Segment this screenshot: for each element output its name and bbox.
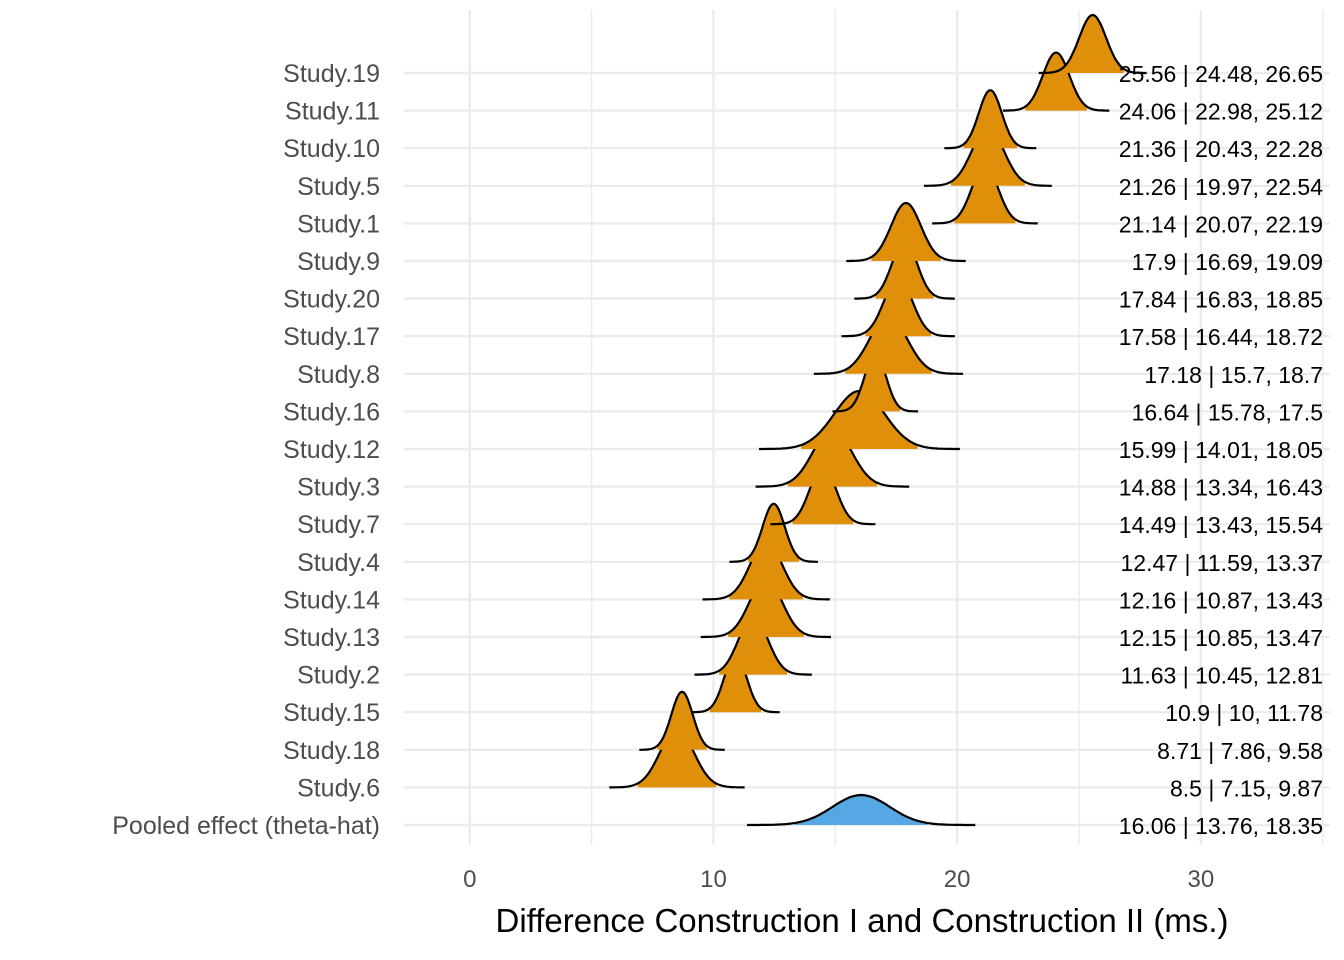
estimate-label: 8.71 | 7.86, 9.58 [1157, 738, 1323, 764]
estimate-label: 11.63 | 10.45, 12.81 [1121, 663, 1324, 689]
estimate-label: 24.06 | 22.98, 25.12 [1119, 99, 1323, 125]
study-density [944, 89, 1037, 150]
density-fill [875, 240, 934, 299]
density-fill [657, 691, 707, 750]
density-fill [871, 203, 941, 261]
study-density [639, 690, 725, 751]
y-tick-label: Study.7 [297, 511, 380, 539]
density-fill [950, 127, 1025, 186]
density-fill [850, 353, 901, 412]
y-tick-label: Study.9 [297, 248, 380, 276]
estimate-label: 17.58 | 16.44, 18.72 [1119, 324, 1323, 350]
estimate-label: 16.64 | 15.78, 17.5 [1132, 399, 1323, 425]
estimate-label: 10.9 | 10, 11.78 [1165, 700, 1323, 726]
x-axis-ticks: 0 10 20 30 [463, 866, 1214, 893]
study-density [1038, 13, 1147, 75]
density-outline [1002, 51, 1110, 112]
estimate-label: 25.56 | 24.48, 26.65 [1119, 61, 1323, 87]
density-outline [747, 793, 976, 827]
y-tick-label: Study.15 [283, 699, 380, 727]
estimate-label: 21.36 | 20.43, 22.28 [1119, 136, 1323, 162]
estimate-label: 14.49 | 13.43, 15.54 [1119, 512, 1323, 538]
estimate-label: 8.5 | 7.15, 9.87 [1170, 775, 1323, 801]
y-tick-label: Pooled effect (theta-hat) [112, 812, 380, 840]
density-fill [963, 90, 1017, 149]
estimate-label: 21.26 | 19.97, 22.54 [1119, 174, 1323, 200]
estimate-label: 12.15 | 10.85, 13.47 [1119, 625, 1323, 651]
density-fill [748, 503, 800, 562]
y-tick-label: Study.10 [283, 135, 380, 163]
y-tick-label: Study.14 [283, 586, 380, 614]
estimate-label: 17.9 | 16.69, 19.09 [1132, 249, 1323, 275]
study-density [846, 201, 966, 263]
x-tick-label: 0 [463, 866, 476, 893]
y-tick-label: Study.16 [283, 398, 380, 426]
density-outline [944, 89, 1037, 150]
density-outline [846, 201, 966, 263]
pooled-density [747, 793, 976, 827]
estimate-label: 17.84 | 16.83, 18.85 [1119, 287, 1323, 313]
estimate-annotations: 25.56 | 24.48, 26.65 24.06 | 22.98, 25.12… [1119, 61, 1323, 839]
density-fill [728, 579, 804, 637]
density-fill [801, 391, 918, 449]
density-fill [954, 165, 1016, 224]
estimate-label: 14.88 | 13.34, 16.43 [1119, 475, 1323, 501]
estimate-label: 12.47 | 11.59, 13.37 [1121, 550, 1324, 576]
y-tick-label: Study.17 [283, 323, 380, 351]
y-tick-label: Study.8 [297, 361, 380, 389]
estimate-label: 15.99 | 14.01, 18.05 [1119, 437, 1323, 463]
x-tick-label: 20 [944, 866, 971, 893]
estimate-label: 12.16 | 10.87, 13.43 [1119, 587, 1323, 613]
density-ridges [609, 13, 1147, 827]
y-tick-label: Study.6 [297, 774, 380, 802]
density-fill [792, 466, 854, 525]
study-density [729, 502, 818, 563]
x-tick-label: 10 [700, 866, 727, 893]
estimate-label: 16.06 | 13.76, 18.35 [1119, 813, 1323, 839]
y-tick-label: Study.12 [283, 436, 380, 464]
x-tick-label: 30 [1187, 866, 1214, 893]
y-tick-label: Study.11 [285, 98, 380, 126]
y-tick-label: Study.13 [283, 624, 380, 652]
y-tick-label: Study.3 [297, 474, 380, 502]
density-outline [729, 502, 818, 563]
y-tick-label: Study.19 [283, 60, 380, 88]
density-fill [795, 795, 928, 825]
density-fill [637, 729, 717, 788]
y-axis-labels: Study.19 Study.11 Study.10 Study.5 Study.1 St… [112, 60, 380, 840]
y-tick-label: Study.2 [297, 662, 380, 690]
study-density [1002, 51, 1110, 112]
density-fill [787, 428, 877, 487]
density-fill [845, 315, 932, 374]
density-fill [729, 541, 803, 600]
x-axis-title: Difference Construction I and Constructi… [495, 902, 1228, 939]
estimate-label: 21.14 | 20.07, 22.19 [1119, 211, 1323, 237]
density-fill [865, 278, 932, 337]
y-tick-label: Study.1 [297, 210, 380, 238]
density-fill [1061, 15, 1124, 73]
density-fill [1025, 52, 1087, 111]
density-fill [709, 654, 762, 713]
density-outline [1038, 13, 1147, 75]
density-fill [719, 616, 788, 675]
y-tick-label: Study.4 [297, 549, 380, 577]
density-outline [639, 690, 725, 751]
y-tick-label: Study.5 [297, 173, 380, 201]
y-tick-label: Study.18 [283, 737, 380, 765]
y-tick-label: Study.20 [283, 286, 380, 314]
estimate-label: 17.18 | 15.7, 18.7 [1144, 362, 1323, 388]
